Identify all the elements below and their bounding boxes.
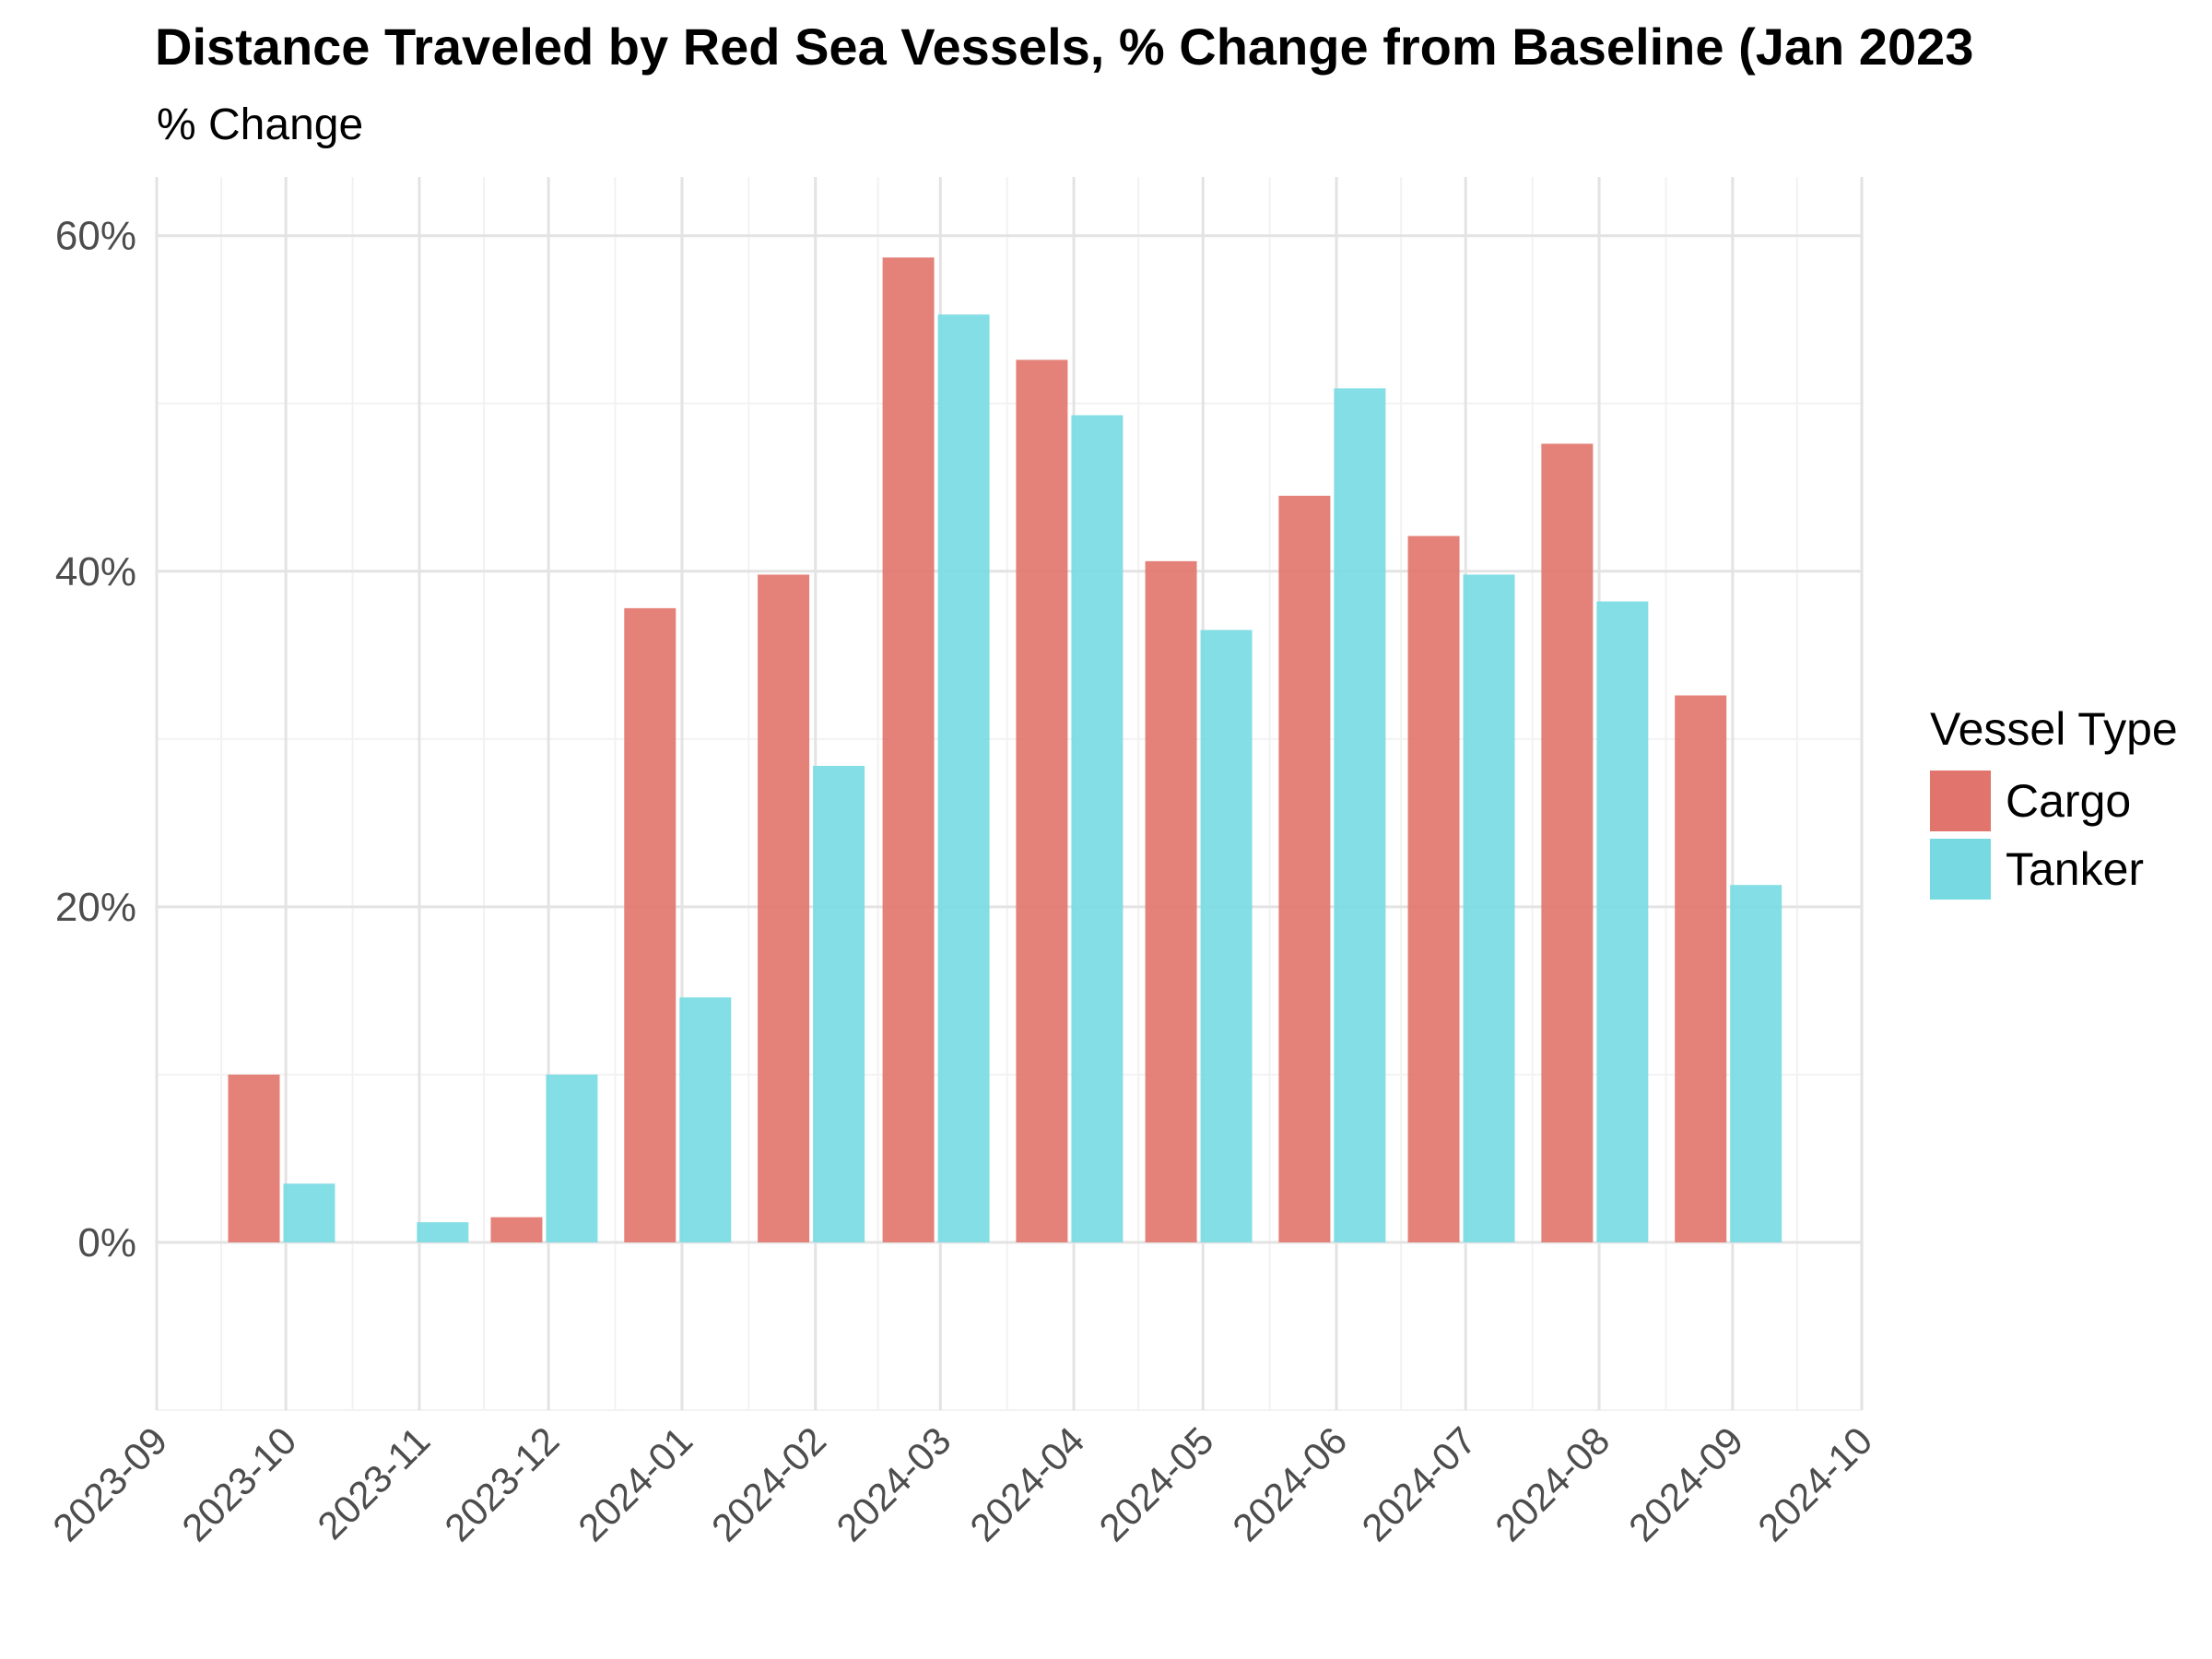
- legend-title: Vessel Type: [1930, 703, 2178, 755]
- bar-tanker-2023-09-30: [283, 1183, 335, 1242]
- y-tick-label: 20%: [55, 885, 136, 930]
- x-tick-label: 2024-05: [1090, 1418, 1221, 1549]
- bar-cargo-2024-02-29: [882, 257, 935, 1242]
- y-tick-label: 60%: [55, 214, 136, 259]
- x-tick-label: 2024-02: [703, 1418, 834, 1549]
- legend-label-cargo: Cargo: [2006, 775, 2132, 827]
- bar-tanker-2024-08-31: [1730, 885, 1783, 1242]
- bar-cargo-2024-05-31: [1278, 495, 1331, 1242]
- legend: Vessel Type Cargo Tanker: [1930, 702, 2178, 903]
- bar-tanker-2024-03-31: [1071, 415, 1124, 1242]
- bar-cargo-2024-07-31: [1541, 443, 1594, 1242]
- x-tick-label: 2024-10: [1749, 1418, 1880, 1549]
- bar-cargo-2024-01-31: [758, 574, 810, 1242]
- bar-tanker-2024-04-30: [1200, 629, 1253, 1242]
- x-tick-label: 2023-09: [44, 1418, 175, 1549]
- bar-cargo-2023-12-31: [624, 607, 677, 1242]
- bar-cargo-2023-09-30: [228, 1074, 280, 1242]
- bar-cargo-2024-03-31: [1016, 359, 1068, 1242]
- y-axis: 0% 20% 40% 60%: [55, 214, 136, 1265]
- bar-tanker-2023-11-30: [546, 1074, 598, 1242]
- bar-cargo-2024-06-30: [1407, 535, 1460, 1242]
- bars-layer: [228, 257, 1783, 1242]
- legend-swatch-cargo: [1930, 771, 1991, 831]
- bar-tanker-2024-05-31: [1334, 388, 1386, 1242]
- bar-tanker-2024-06-30: [1463, 574, 1515, 1242]
- legend-item-tanker: Tanker: [1930, 835, 2178, 903]
- x-tick-label: 2024-01: [570, 1418, 700, 1549]
- legend-item-cargo: Cargo: [1930, 767, 2178, 835]
- bar-tanker-2024-07-31: [1596, 601, 1649, 1242]
- bar-tanker-2024-01-31: [813, 765, 865, 1242]
- bar-tanker-2023-10-31: [417, 1222, 469, 1242]
- x-tick-label: 2024-04: [961, 1418, 1092, 1549]
- bar-cargo-2024-08-31: [1675, 695, 1727, 1242]
- x-tick-label: 2023-10: [173, 1418, 304, 1549]
- x-tick-label: 2024-03: [828, 1418, 959, 1549]
- x-tick-label: 2024-09: [1620, 1418, 1751, 1549]
- y-tick-label: 0%: [77, 1220, 136, 1265]
- x-tick-label: 2024-07: [1353, 1418, 1484, 1549]
- x-tick-label: 2023-12: [436, 1418, 567, 1549]
- bar-cargo-2023-11-30: [490, 1217, 543, 1242]
- chart-subtitle: % Change: [157, 100, 364, 149]
- bar-cargo-2024-04-30: [1145, 560, 1197, 1242]
- chart-title: Distance Traveled by Red Sea Vessels, % …: [155, 18, 1974, 76]
- legend-label-tanker: Tanker: [2006, 843, 2145, 895]
- x-tick-label: 2023-11: [309, 1418, 438, 1547]
- legend-swatch-tanker: [1930, 839, 1991, 900]
- x-tick-label: 2024-08: [1487, 1418, 1618, 1549]
- x-tick-label: 2024-06: [1224, 1418, 1355, 1549]
- bar-tanker-2024-02-29: [937, 314, 990, 1242]
- bar-tanker-2023-12-31: [679, 997, 732, 1242]
- y-tick-label: 40%: [55, 549, 136, 594]
